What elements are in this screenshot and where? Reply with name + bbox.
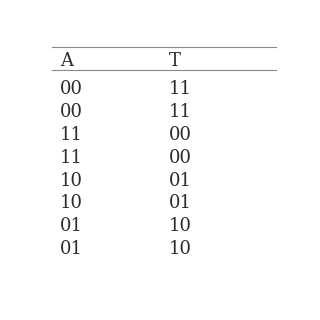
Text: A: A [60,52,73,69]
Text: 11: 11 [169,103,192,121]
Text: 10: 10 [60,195,83,212]
Text: 10: 10 [169,240,192,258]
Text: 01: 01 [169,195,192,212]
Text: 00: 00 [60,103,83,121]
Text: 00: 00 [60,80,83,98]
Text: 01: 01 [169,172,192,189]
Text: 11: 11 [169,80,192,98]
Text: 01: 01 [60,217,83,236]
Text: 00: 00 [169,126,192,144]
Text: 00: 00 [169,149,192,167]
Text: 10: 10 [60,172,83,189]
Text: 10: 10 [169,217,192,236]
Text: 01: 01 [60,240,83,258]
Text: T: T [169,52,181,69]
Text: 11: 11 [60,149,83,167]
Text: 11: 11 [60,126,83,144]
